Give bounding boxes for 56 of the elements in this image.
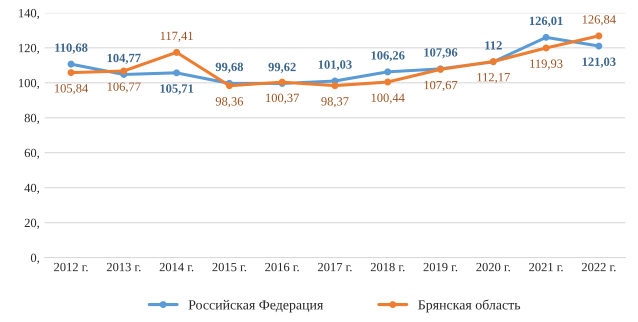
data-label: 99,62 bbox=[268, 62, 296, 74]
data-label: 126,84 bbox=[582, 15, 616, 26]
point bbox=[331, 82, 338, 90]
point bbox=[542, 44, 550, 52]
data-label: 112 bbox=[485, 41, 502, 50]
data-label: 105,84 bbox=[54, 84, 88, 94]
data-label: 107,67 bbox=[424, 80, 458, 92]
x-tick-label: 2012 г. bbox=[54, 262, 88, 272]
data-label: 106,26 bbox=[372, 51, 405, 62]
point bbox=[595, 42, 602, 50]
point bbox=[120, 67, 128, 74]
legend-label: Брянская область bbox=[418, 299, 520, 312]
y-tick-label: 0, bbox=[30, 254, 40, 264]
x-tick-label: 2022 г. bbox=[582, 262, 616, 272]
point bbox=[384, 68, 392, 76]
data-label: 121,03 bbox=[582, 58, 616, 68]
x-tick-label: 2017 г. bbox=[318, 262, 352, 272]
x-tick-label: 2013 г. bbox=[106, 262, 140, 272]
y-tick-label: 80, bbox=[24, 114, 40, 124]
point bbox=[384, 78, 392, 86]
y-tick-label: 140, bbox=[19, 8, 40, 20]
x-tick-label: 2014 г. bbox=[160, 262, 194, 272]
x-tick-label: 2016 г. bbox=[265, 262, 299, 272]
x-tick-label: 2021 г. bbox=[529, 262, 563, 272]
legend-label: Российская Федерация bbox=[188, 300, 324, 312]
data-label: 105,71 bbox=[160, 84, 194, 95]
x-tick-label: 2019 г. bbox=[424, 262, 458, 272]
y-tick-label: 100, bbox=[19, 78, 40, 90]
data-label: 101,03 bbox=[318, 60, 352, 71]
x-tick-label: 2015 г. bbox=[212, 262, 246, 272]
point bbox=[68, 60, 75, 68]
point bbox=[68, 69, 75, 76]
y-tick-label: 40, bbox=[24, 184, 40, 194]
data-label: 107,96 bbox=[424, 48, 458, 58]
y-tick-label: 20, bbox=[24, 218, 40, 229]
x-tick-label: 2020 г. bbox=[476, 262, 510, 272]
x-tick-label: 2018 г. bbox=[370, 262, 404, 272]
data-label: 110,68 bbox=[55, 43, 88, 54]
y-tick-label: 60, bbox=[24, 148, 40, 159]
data-label: 100,44 bbox=[372, 94, 405, 104]
data-label: 100,37 bbox=[266, 94, 299, 104]
point bbox=[542, 34, 550, 41]
data-label: 106,77 bbox=[108, 82, 141, 93]
data-label: 112,17 bbox=[477, 73, 510, 84]
data-label: 126,01 bbox=[530, 16, 563, 27]
point bbox=[173, 48, 180, 56]
data-label: 104,77 bbox=[108, 54, 141, 64]
point bbox=[173, 69, 180, 76]
y-tick-label: 120, bbox=[19, 44, 40, 54]
data-label: 98,36 bbox=[216, 97, 244, 108]
data-label: 117,41 bbox=[160, 32, 193, 42]
data-label: 98,37 bbox=[321, 97, 349, 108]
data-label: 119,93 bbox=[530, 59, 563, 70]
point bbox=[595, 32, 602, 40]
data-label: 99,68 bbox=[216, 62, 244, 73]
point bbox=[226, 82, 233, 90]
